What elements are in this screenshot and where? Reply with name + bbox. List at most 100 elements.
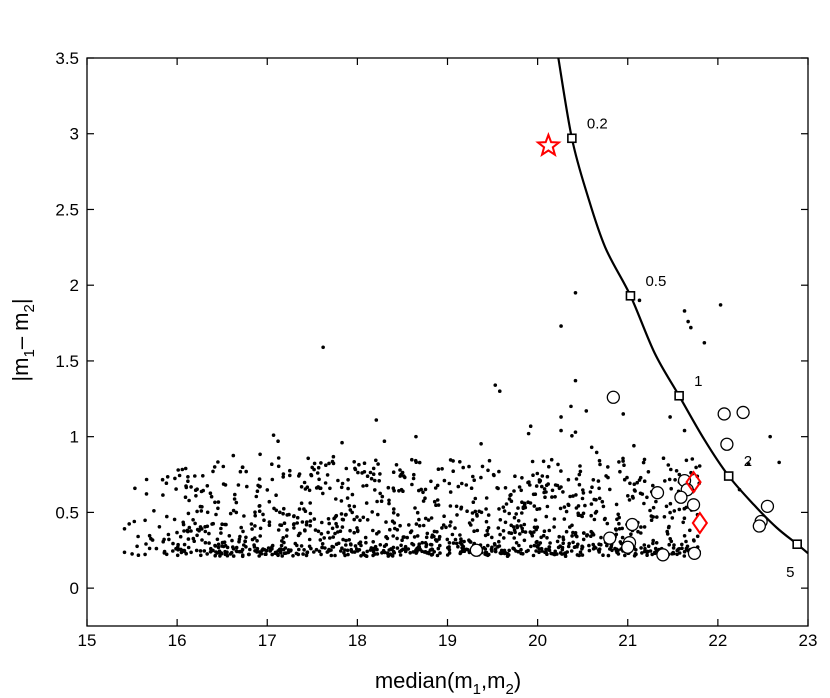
data-point: [556, 462, 560, 467]
data-point: [501, 505, 506, 510]
data-point: [598, 462, 602, 467]
data-point: [130, 552, 134, 556]
data-point: [355, 526, 359, 530]
data-point: [216, 542, 221, 547]
data-point: [280, 539, 284, 543]
data-point: [344, 538, 348, 543]
data-point: [663, 479, 667, 483]
data-point: [189, 550, 193, 555]
data-point: [282, 506, 286, 511]
data-point: [552, 517, 557, 521]
data-point: [616, 512, 620, 517]
data-point: [233, 492, 237, 497]
data-point: [157, 525, 162, 529]
data-point: [382, 550, 387, 555]
data-point: [540, 474, 545, 478]
data-point: [382, 439, 387, 444]
data-point: [352, 517, 357, 522]
data-point: [606, 475, 610, 480]
data-point: [297, 531, 302, 536]
data-point: [319, 532, 324, 536]
data-point: [621, 459, 625, 463]
data-point: [312, 517, 317, 521]
data-point: [127, 522, 131, 526]
data-point: [345, 548, 350, 553]
data-point: [253, 536, 257, 540]
data-point: [410, 482, 414, 487]
data-point: [605, 543, 609, 548]
data-point: [538, 478, 543, 483]
data-point: [504, 502, 509, 506]
data-point: [219, 531, 223, 535]
data-point: [220, 522, 224, 526]
data-point: [189, 529, 193, 533]
data-point: [368, 470, 373, 475]
data-point: [253, 549, 257, 553]
data-point: [314, 486, 319, 490]
data-point: [304, 553, 309, 558]
data-point: [429, 479, 433, 484]
data-point: [198, 525, 203, 529]
data-point: [303, 528, 307, 533]
data-point: [684, 458, 689, 463]
open-circle-point: [674, 490, 688, 504]
data-point: [596, 548, 601, 553]
data-point: [373, 488, 377, 492]
data-point: [746, 462, 751, 466]
data-point: [165, 514, 169, 519]
data-point: [424, 535, 429, 540]
data-point: [610, 548, 614, 553]
data-point: [165, 475, 170, 479]
data-point: [645, 495, 649, 500]
x-tick-label: 23: [799, 631, 818, 650]
data-point: [183, 495, 188, 500]
data-point: [334, 497, 338, 501]
data-point: [135, 544, 139, 549]
data-point: [284, 551, 288, 555]
data-point: [410, 457, 414, 462]
data-point: [327, 521, 332, 526]
data-point: [307, 537, 312, 542]
data-point: [571, 540, 575, 545]
data-point: [339, 499, 344, 503]
data-point: [584, 409, 589, 413]
data-point: [415, 534, 420, 538]
data-point: [616, 552, 621, 556]
data-point: [374, 418, 379, 422]
data-point: [333, 515, 338, 519]
data-point: [273, 550, 278, 555]
data-point: [375, 531, 379, 536]
data-point: [220, 544, 224, 548]
data-point: [395, 536, 399, 541]
data-point: [223, 522, 227, 527]
data-point: [400, 538, 404, 542]
data-point: [223, 549, 227, 554]
data-point: [231, 554, 236, 558]
data-point: [451, 469, 456, 474]
data-point: [391, 511, 396, 515]
data-point: [175, 530, 179, 535]
data-point: [284, 534, 289, 538]
data-point: [193, 521, 197, 526]
data-point: [336, 530, 340, 534]
data-point: [461, 465, 466, 470]
data-point: [570, 523, 574, 528]
data-point: [371, 472, 376, 477]
data-point: [387, 498, 391, 503]
data-point: [203, 540, 208, 545]
data-point: [512, 489, 516, 493]
data-point: [358, 518, 362, 523]
data-point: [221, 464, 226, 469]
data-point: [222, 540, 227, 544]
data-point: [545, 504, 550, 509]
data-point: [522, 522, 527, 527]
data-point: [295, 515, 300, 520]
data-point: [667, 542, 671, 547]
data-point: [241, 553, 245, 557]
data-point: [417, 524, 422, 528]
y-tick-label: 0.5: [55, 503, 79, 522]
data-point: [651, 505, 656, 510]
data-point: [340, 481, 345, 486]
data-point: [622, 477, 627, 482]
data-point: [623, 553, 627, 558]
